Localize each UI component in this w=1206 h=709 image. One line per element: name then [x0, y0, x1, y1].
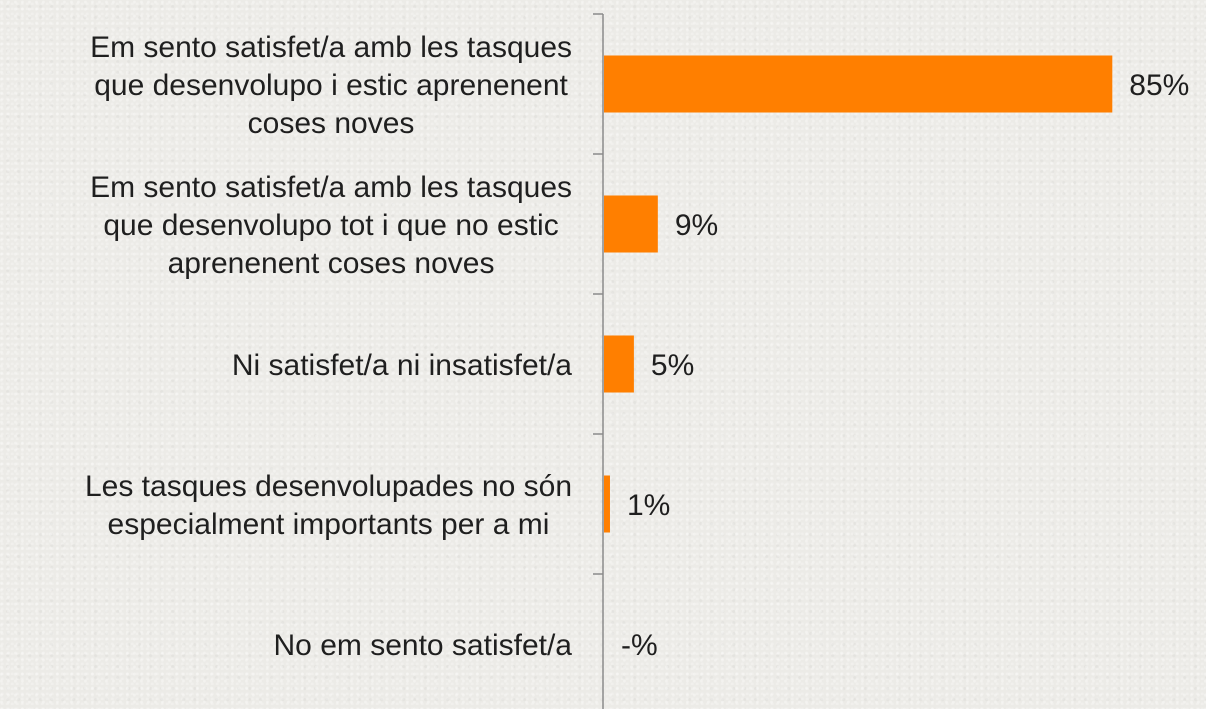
data-label: 85%: [1129, 69, 1189, 102]
category-label: Em sento satisfet/a amb les tasques: [90, 31, 572, 64]
chart-bars: [604, 55, 1113, 533]
category-label: que desenvolupo tot i que no estic: [103, 209, 558, 242]
category-label: Ni satisfet/a ni insatisfet/a: [232, 349, 572, 382]
value-labels: 85% 9% 5% 1% -%: [621, 69, 1189, 662]
data-label: 5%: [651, 349, 694, 382]
data-label: 1%: [627, 489, 670, 522]
category-label: aprenenent coses noves: [168, 247, 495, 280]
bar: [604, 335, 634, 393]
category-label: coses noves: [248, 107, 415, 140]
bar: [604, 55, 1113, 113]
category-label: No em sento satisfet/a: [274, 629, 573, 662]
category-label: Em sento satisfet/a amb les tasques: [90, 171, 572, 204]
data-label: -%: [621, 629, 658, 662]
category-labels: Em sento satisfet/a amb les tasques que d…: [85, 31, 572, 662]
category-label: Les tasques desenvolupades no són: [85, 470, 572, 503]
category-label: especialment importants per a mi: [108, 508, 550, 541]
chart-axis: [593, 13, 604, 709]
bar: [604, 195, 658, 253]
category-label: que desenvolupo i estic aprenenent: [94, 69, 568, 102]
data-label: 9%: [675, 209, 718, 242]
bar: [604, 475, 610, 533]
